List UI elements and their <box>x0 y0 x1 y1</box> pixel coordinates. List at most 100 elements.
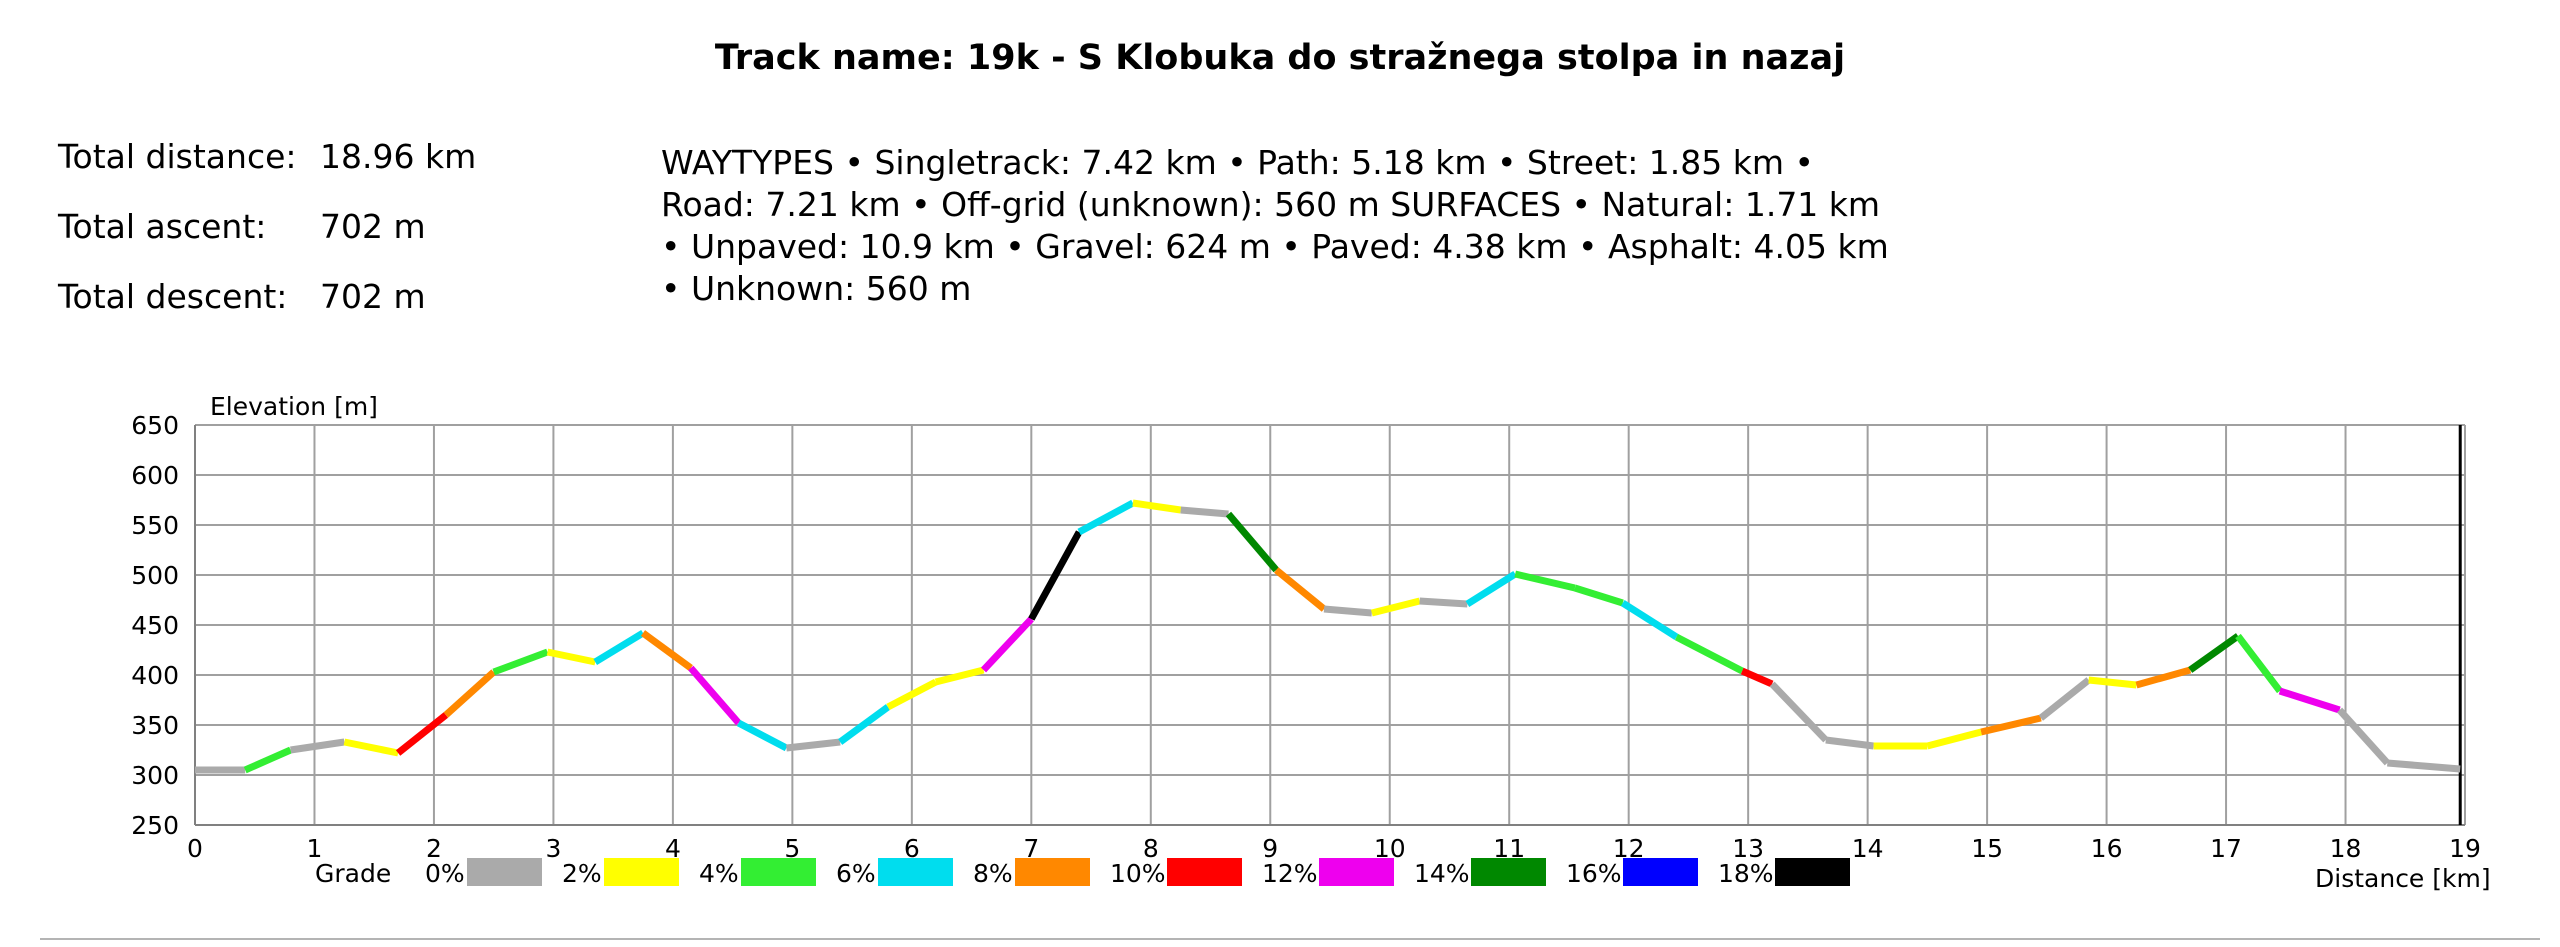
x-tick-label: 16 <box>2091 834 2123 863</box>
profile-segment <box>2038 677 2091 721</box>
profile-segment <box>290 738 345 754</box>
x-tick-label: 0 <box>187 834 203 863</box>
profile-segment <box>2088 676 2137 689</box>
track-title: Track name: 19k - S Klobuka do stražnega… <box>714 38 1846 78</box>
legend-label: 0% <box>425 859 465 888</box>
profile-segment <box>593 630 645 665</box>
profile-segment <box>2188 633 2241 673</box>
profile-segment <box>1926 728 1983 750</box>
bottom-divider <box>40 938 2540 940</box>
profile-segment <box>2235 633 2283 694</box>
legend-swatch <box>1167 858 1242 886</box>
y-tick-label: 500 <box>131 561 179 590</box>
profile-segment <box>980 616 1034 673</box>
x-tick-label: 19 <box>2449 834 2481 863</box>
y-tick-label: 250 <box>131 811 179 840</box>
legend-label: 8% <box>973 859 1013 888</box>
profile-segment <box>1514 570 1576 592</box>
profile-segment <box>492 648 549 676</box>
profile-segment <box>243 746 292 774</box>
profile-segment <box>886 678 938 711</box>
legend-label: 2% <box>562 859 602 888</box>
profile-segment <box>786 738 841 752</box>
x-tick-label: 5 <box>784 834 800 863</box>
profile-segment <box>1674 633 1744 675</box>
y-tick-label: 600 <box>131 461 179 490</box>
x-tick-label: 8 <box>1143 834 1159 863</box>
profile-segment <box>1077 499 1135 536</box>
legend-label: 10% <box>1110 859 1166 888</box>
profile-segment <box>1825 736 1875 750</box>
profile-segment <box>640 630 693 671</box>
x-tick-label: 15 <box>1971 834 2003 863</box>
total-distance-label: Total distance: <box>58 137 297 176</box>
legend-label: 14% <box>1414 859 1470 888</box>
legend-swatch <box>1775 858 1850 886</box>
profile-segment <box>838 704 891 745</box>
profile-segment <box>1370 597 1421 617</box>
profile-segment <box>1132 499 1182 514</box>
legend-swatch <box>604 858 679 886</box>
profile-segment <box>1620 600 1679 640</box>
x-tick-label: 18 <box>2330 834 2362 863</box>
profile-segment <box>1419 597 1468 608</box>
legend-label: 18% <box>1718 859 1774 888</box>
legend-swatch <box>1623 858 1698 886</box>
x-tick-label: 3 <box>545 834 561 863</box>
elevation-profile-line <box>195 499 2461 774</box>
legend-swatch <box>878 858 953 886</box>
legend-label: 12% <box>1262 859 1318 888</box>
x-tick-label: 2 <box>426 834 442 863</box>
chart-grid <box>194 424 2466 826</box>
legend-swatch <box>741 858 816 886</box>
total-ascent-value: 702 m <box>320 207 426 246</box>
profile-segment <box>1323 605 1373 617</box>
legend-swatch <box>1015 858 1090 886</box>
profile-segment <box>2278 687 2341 714</box>
total-descent-value: 702 m <box>320 277 426 316</box>
x-tick-label: 4 <box>665 834 681 863</box>
elevation-profile-chart: 0 1 2 3 4 5 6 7 8 9 10 11 12 13 14 15 16 17 18 196506005505… <box>131 392 2490 893</box>
profile-segment <box>1573 584 1624 607</box>
profile-segment <box>1769 681 1829 743</box>
profile-segment <box>395 712 449 756</box>
y-axis-label: Elevation [m] <box>210 392 378 421</box>
profile-segment <box>443 669 497 718</box>
profile-segment <box>1740 667 1774 688</box>
profile-segment <box>1225 511 1279 573</box>
profile-segment <box>736 719 789 752</box>
y-tick-label: 650 <box>131 411 179 440</box>
profile-segment <box>1274 567 1327 612</box>
profile-segment <box>343 738 399 757</box>
x-tick-label: 17 <box>2210 834 2242 863</box>
x-tick-label: 14 <box>1852 834 1884 863</box>
profile-segment <box>934 666 985 686</box>
y-tick-label: 300 <box>131 761 179 790</box>
x-tick-label: 7 <box>1023 834 1039 863</box>
profile-segment <box>2336 707 2390 766</box>
legend-swatch <box>1319 858 1394 886</box>
y-tick-label: 450 <box>131 611 179 640</box>
x-tick-label: 9 <box>1262 834 1278 863</box>
chart-axes: 0 1 2 3 4 5 6 7 8 9 10 11 12 13 14 15 16 17 18 196506005505… <box>131 411 2481 863</box>
waytypes-surfaces-summary: WAYTYPES • Singletrack: 7.42 km • Path: … <box>661 143 1889 308</box>
legend-label: 16% <box>1566 859 1622 888</box>
total-ascent-label: Total ascent: <box>58 207 267 246</box>
profile-segment <box>1980 714 2042 736</box>
profile-segment <box>1465 571 1518 607</box>
profile-segment <box>1028 530 1083 621</box>
total-distance-value: 18.96 km <box>320 137 477 176</box>
legend-swatch <box>1471 858 1546 886</box>
y-tick-label: 350 <box>131 711 179 740</box>
profile-segment <box>1180 506 1229 518</box>
total-descent-label: Total descent: <box>58 277 288 316</box>
profile-segment <box>546 648 596 666</box>
x-tick-label: 6 <box>904 834 920 863</box>
x-tick-label: 1 <box>307 834 323 863</box>
legend-title: Grade <box>315 859 391 888</box>
profile-segment <box>2387 759 2461 773</box>
legend-swatch <box>467 858 542 886</box>
legend-label: 4% <box>699 859 739 888</box>
x-tick-label: 13 <box>1732 834 1764 863</box>
profile-segment <box>2135 666 2192 689</box>
